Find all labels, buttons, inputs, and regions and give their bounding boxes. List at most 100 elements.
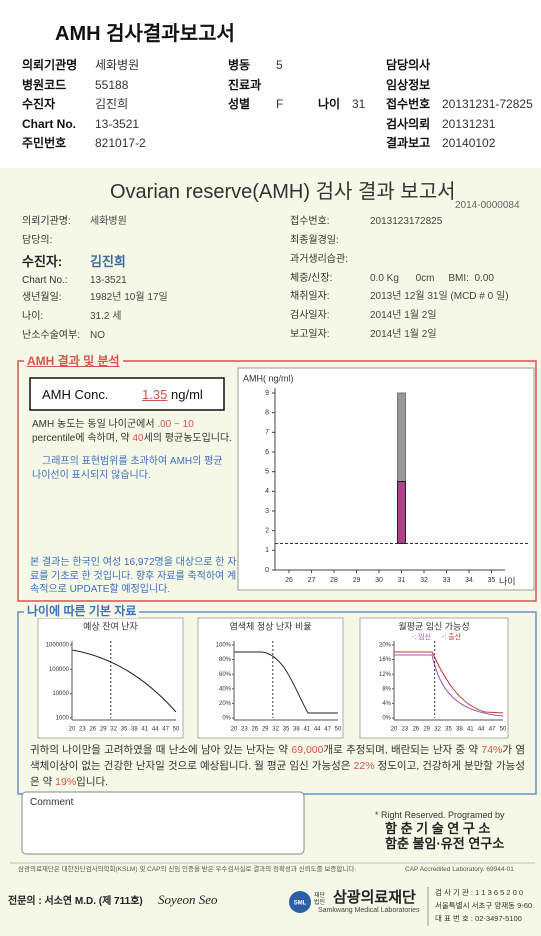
x-tick-label: 32 <box>110 727 117 733</box>
field-value: 5 <box>276 58 283 72</box>
x-tick-label: 35 <box>488 577 496 584</box>
info-label: 의뢰기관명: <box>22 216 71 227</box>
x-tick-label: 26 <box>251 727 258 733</box>
lab-info: 검 사 기 관 : 1 1 3 6 5 2 0 0 <box>435 888 524 897</box>
footer-notice: 삼광의료재단은 대한진단검사의학회(KSLM) 및 CAP의 신임 인증을 받은… <box>18 866 357 873</box>
y-tick-label: 7 <box>265 429 269 436</box>
x-tick-label: 38 <box>456 727 463 733</box>
field-label: 진료과 <box>228 78 262 92</box>
report-title: Ovarian reserve(AMH) 검사 결과 보고서 <box>110 181 456 203</box>
y-tick-label: 16% <box>379 657 392 663</box>
text: percentile에 속하며, 약 <box>32 432 133 444</box>
y-tick-label: 8% <box>382 686 391 692</box>
x-tick-label: 32 <box>272 727 279 733</box>
info-label: 채취일자: <box>290 291 330 302</box>
logo-circle <box>289 891 311 913</box>
field-label: 성별 <box>228 97 251 111</box>
basic-text: 귀하의 나이만을 고려하였을 때 난소에 남아 있는 난자는 약 69,000개… <box>30 742 525 790</box>
field-label: 병원코드 <box>22 78 67 92</box>
x-tick-label: 35 <box>283 727 290 733</box>
mini-chart-title: 예상 잔여 난자 <box>83 620 138 631</box>
comment-box <box>21 791 305 855</box>
x-tick-label: 23 <box>241 727 248 733</box>
x-tick-label: 41 <box>467 727 474 733</box>
x-axis-label: 나이 <box>499 576 516 586</box>
field-label: 의뢰기관명 <box>22 58 78 72</box>
info-label: 담당의: <box>22 235 53 246</box>
foundation-en: Samkwang Medical Laboratories <box>318 907 420 914</box>
field-value: 13-3521 <box>95 117 140 131</box>
x-tick-label: 47 <box>489 727 496 733</box>
conc-unit: ng/ml <box>171 387 203 402</box>
x-tick-label: 26 <box>285 577 293 584</box>
x-tick-label: 27 <box>308 577 316 584</box>
x-tick-label: 50 <box>335 727 342 733</box>
x-tick-label: 38 <box>131 727 138 733</box>
logo-text: SML <box>294 901 307 907</box>
info-value: 13-3521 <box>90 275 127 286</box>
footer-cap: CAP Accredited Laboratory. 69944-01 <box>405 866 514 873</box>
info-value: 2013년 12월 31일 (MCD # 0 일) <box>370 291 509 302</box>
title: AMH 검사결과보고서 <box>55 23 235 45</box>
field-value: 20131231 <box>442 117 496 131</box>
y-tick-label: 10000 <box>52 691 69 697</box>
y-tick-label: 40% <box>219 686 232 692</box>
conc-label: AMH Conc. <box>42 387 109 402</box>
field-value: 55188 <box>95 78 129 92</box>
field-label: 임상정보 <box>386 78 431 92</box>
x-tick-label: 23 <box>402 727 409 733</box>
y-tick-label: 12% <box>379 672 392 678</box>
y-tick-label: 1000000 <box>46 643 70 649</box>
info-label: 생년월일: <box>22 292 62 303</box>
legend-entry: -: 임신 <box>412 632 431 641</box>
info-value: 0.0 Kg 0cm BMI: 0.00 <box>370 273 494 284</box>
amh-chart-box <box>237 367 535 591</box>
curve <box>71 649 177 713</box>
amh-text: AMH 농도는 동일 나이군에서 .00 ~ 10 percentile에 속하… <box>32 418 232 445</box>
x-tick-label: 47 <box>324 727 331 733</box>
credits: 함 춘 기 술 연 구 소 <box>385 821 491 836</box>
y-tick-label: 4% <box>382 701 391 707</box>
y-tick-label: 1000 <box>56 716 70 722</box>
x-tick-label: 34 <box>465 577 473 584</box>
y-tick-label: 4 <box>265 488 269 495</box>
credits: * Right Reserved. Programed by <box>375 810 505 820</box>
y-tick-label: 0% <box>382 716 391 722</box>
section-heading: AMH 결과 및 분석 <box>24 354 123 369</box>
field-label: 접수번호 <box>386 97 431 111</box>
x-tick-label: 33 <box>443 577 451 584</box>
doctor: 전문의 : 서소연 M.D. (제 711호) <box>8 896 143 907</box>
y-tick-label: 8 <box>265 410 269 417</box>
curve <box>234 651 338 714</box>
info-value: 김진희 <box>90 254 126 269</box>
amh-section <box>17 360 537 602</box>
x-tick-label: 26 <box>89 727 96 733</box>
y-tick-label: 100% <box>216 643 232 649</box>
curve <box>394 651 504 714</box>
field-value: F <box>276 97 284 111</box>
x-tick-label: 50 <box>500 727 507 733</box>
x-tick-label: 32 <box>420 577 428 584</box>
x-tick-label: 20 <box>69 727 76 733</box>
info-value: NO <box>90 330 105 341</box>
x-tick-label: 38 <box>293 727 300 733</box>
x-tick-label: 44 <box>314 727 321 733</box>
field-value: 20140102 <box>442 136 496 150</box>
info-value: 2014년 1월 2일 <box>370 329 437 340</box>
credits: 함춘 불임·유전 연구소 <box>385 836 505 851</box>
info-label: Chart No.: <box>22 275 68 286</box>
info-value: 세화병원 <box>90 216 127 227</box>
y-tick-label: 1 <box>265 547 269 554</box>
field-value: 821017-2 <box>95 136 146 150</box>
highlight: 69,000 <box>291 744 324 756</box>
info-value: 2013123172825 <box>370 216 443 227</box>
info-label: 최종월경일: <box>290 235 339 246</box>
text: 귀하의 나이만을 고려하였을 때 난소에 남아 있는 난자는 약 <box>30 744 292 756</box>
info-label: 나이: <box>22 311 44 322</box>
info-label: 접수번호: <box>290 216 330 227</box>
field-label: 검사의뢰 <box>386 117 431 131</box>
curve <box>394 654 504 717</box>
text: 입니다. <box>76 776 109 788</box>
